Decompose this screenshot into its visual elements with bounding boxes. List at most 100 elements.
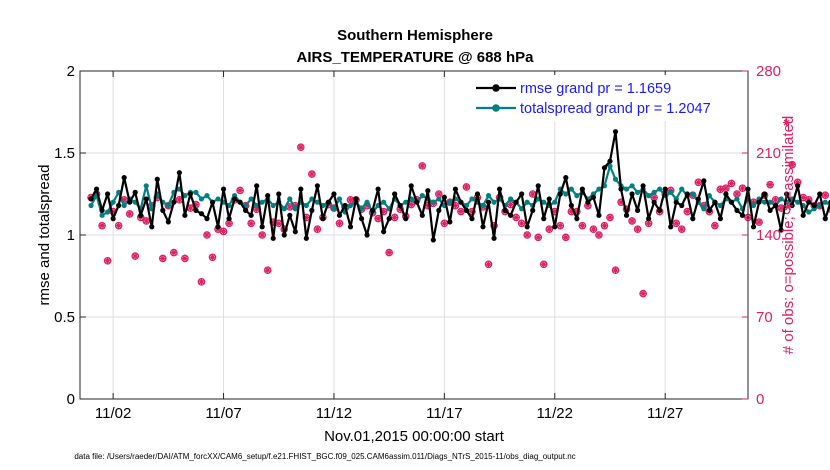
x-tick-label: 11/17 — [426, 405, 462, 422]
rmse-point — [756, 199, 762, 205]
rmse-point — [358, 216, 365, 222]
rmse-point — [579, 186, 585, 192]
rmse-point — [116, 202, 122, 209]
rmse-point — [226, 216, 232, 222]
rmse-point — [485, 199, 492, 205]
x-tick-label: 11/27 — [647, 405, 683, 422]
rmse-point — [99, 207, 105, 213]
x-axis-label: Nov.01,2015 00:00:00 start — [324, 428, 505, 445]
totalspread-point — [568, 186, 574, 192]
totalspread-point — [336, 196, 343, 202]
obs-assimilated-point — [181, 254, 189, 263]
totalspread-point — [204, 193, 210, 199]
rmse-point — [474, 191, 481, 197]
totalspread-point — [717, 202, 723, 209]
rmse-point — [414, 199, 420, 205]
rmse-point — [480, 224, 486, 230]
totalspread-point — [679, 186, 685, 192]
rmse-point — [673, 199, 679, 205]
obs-assimilated-point — [821, 191, 829, 199]
totalspread-point — [552, 199, 558, 205]
totalspread-point — [381, 199, 387, 205]
rmse-point — [789, 202, 795, 209]
obs-assimilated-point — [170, 248, 178, 257]
legend-spread-marker — [492, 104, 500, 112]
totalspread-point — [485, 193, 492, 199]
obs-assimilated-point — [258, 231, 266, 239]
rmse-point — [231, 196, 238, 202]
obs-assimilated-point — [633, 225, 642, 233]
totalspread-point — [287, 196, 293, 202]
obs-assimilated-point — [159, 254, 167, 263]
rmse-point — [778, 227, 784, 233]
totalspread-point — [778, 196, 784, 202]
totalspread-point — [706, 193, 712, 199]
rmse-point — [695, 196, 701, 202]
rmse-point — [701, 178, 707, 184]
obs-assimilated-point — [462, 183, 471, 191]
rmse-point — [419, 212, 425, 218]
obs-assimilated-point — [208, 253, 217, 261]
rmse-point — [381, 229, 387, 235]
x-tick-label: 11/07 — [205, 405, 241, 422]
rmse-point — [149, 224, 155, 230]
obs-assimilated-point — [683, 207, 691, 216]
totalspread-point — [165, 202, 171, 209]
totalspread-point — [436, 196, 442, 202]
totalspread-point — [795, 199, 801, 205]
rmse-point — [596, 212, 602, 218]
rmse-point — [309, 207, 315, 213]
rmse-point — [668, 224, 674, 230]
rmse-point — [623, 212, 630, 218]
rmse-point — [563, 175, 569, 181]
rmse-point — [574, 216, 580, 222]
rmse-point — [585, 199, 591, 205]
rmse-point — [546, 196, 552, 202]
totalspread-point — [314, 199, 320, 205]
data-file-footer: data file: /Users/raeder/DAI/ATM_forcXX/… — [74, 452, 575, 461]
rmse-point — [364, 232, 370, 238]
obs-assimilated-point — [722, 184, 730, 192]
rmse-point — [728, 199, 735, 205]
obs-assimilated-point — [219, 227, 228, 236]
rmse-point — [618, 186, 624, 192]
y2-tick-label: 280 — [756, 63, 781, 80]
rmse-point — [182, 212, 188, 218]
obs-assimilated-point — [534, 233, 542, 241]
totalspread-point — [430, 199, 436, 205]
rmse-point — [634, 207, 641, 213]
obs-assimilated-point — [142, 217, 150, 225]
totalspread-point — [364, 199, 370, 205]
rmse-point — [320, 216, 326, 222]
rmse-point — [491, 235, 497, 241]
obs-assimilated-point — [507, 200, 515, 209]
y2-tick-label: 140 — [756, 227, 781, 244]
rmse-point — [629, 191, 635, 197]
rmse-point — [248, 212, 254, 218]
rmse-point — [342, 202, 348, 209]
rmse-point — [336, 212, 343, 218]
totalspread-point — [99, 212, 105, 218]
rmse-point — [243, 207, 249, 213]
rmse-point — [767, 207, 773, 213]
rmse-point — [276, 191, 282, 197]
totalspread-point — [270, 202, 276, 209]
obs-assimilated-point — [595, 231, 603, 239]
rmse-point — [121, 175, 127, 181]
rmse-point — [132, 189, 138, 195]
totalspread-point — [657, 186, 663, 192]
y-tick-label: 0.5 — [54, 309, 75, 326]
rmse-point — [773, 202, 779, 209]
obs-assimilated-point — [650, 193, 658, 202]
rmse-point — [303, 235, 309, 241]
rmse-point — [684, 191, 690, 197]
rmse-point — [739, 212, 746, 218]
rmse-point — [403, 216, 409, 222]
rmse-point — [138, 212, 144, 218]
totalspread-point — [541, 199, 547, 205]
totalspread-point — [447, 199, 453, 205]
obs-assimilated-point — [391, 213, 399, 222]
rmse-point — [265, 193, 271, 199]
y-tick-label: 2 — [67, 63, 75, 80]
rmse-point — [165, 219, 171, 225]
